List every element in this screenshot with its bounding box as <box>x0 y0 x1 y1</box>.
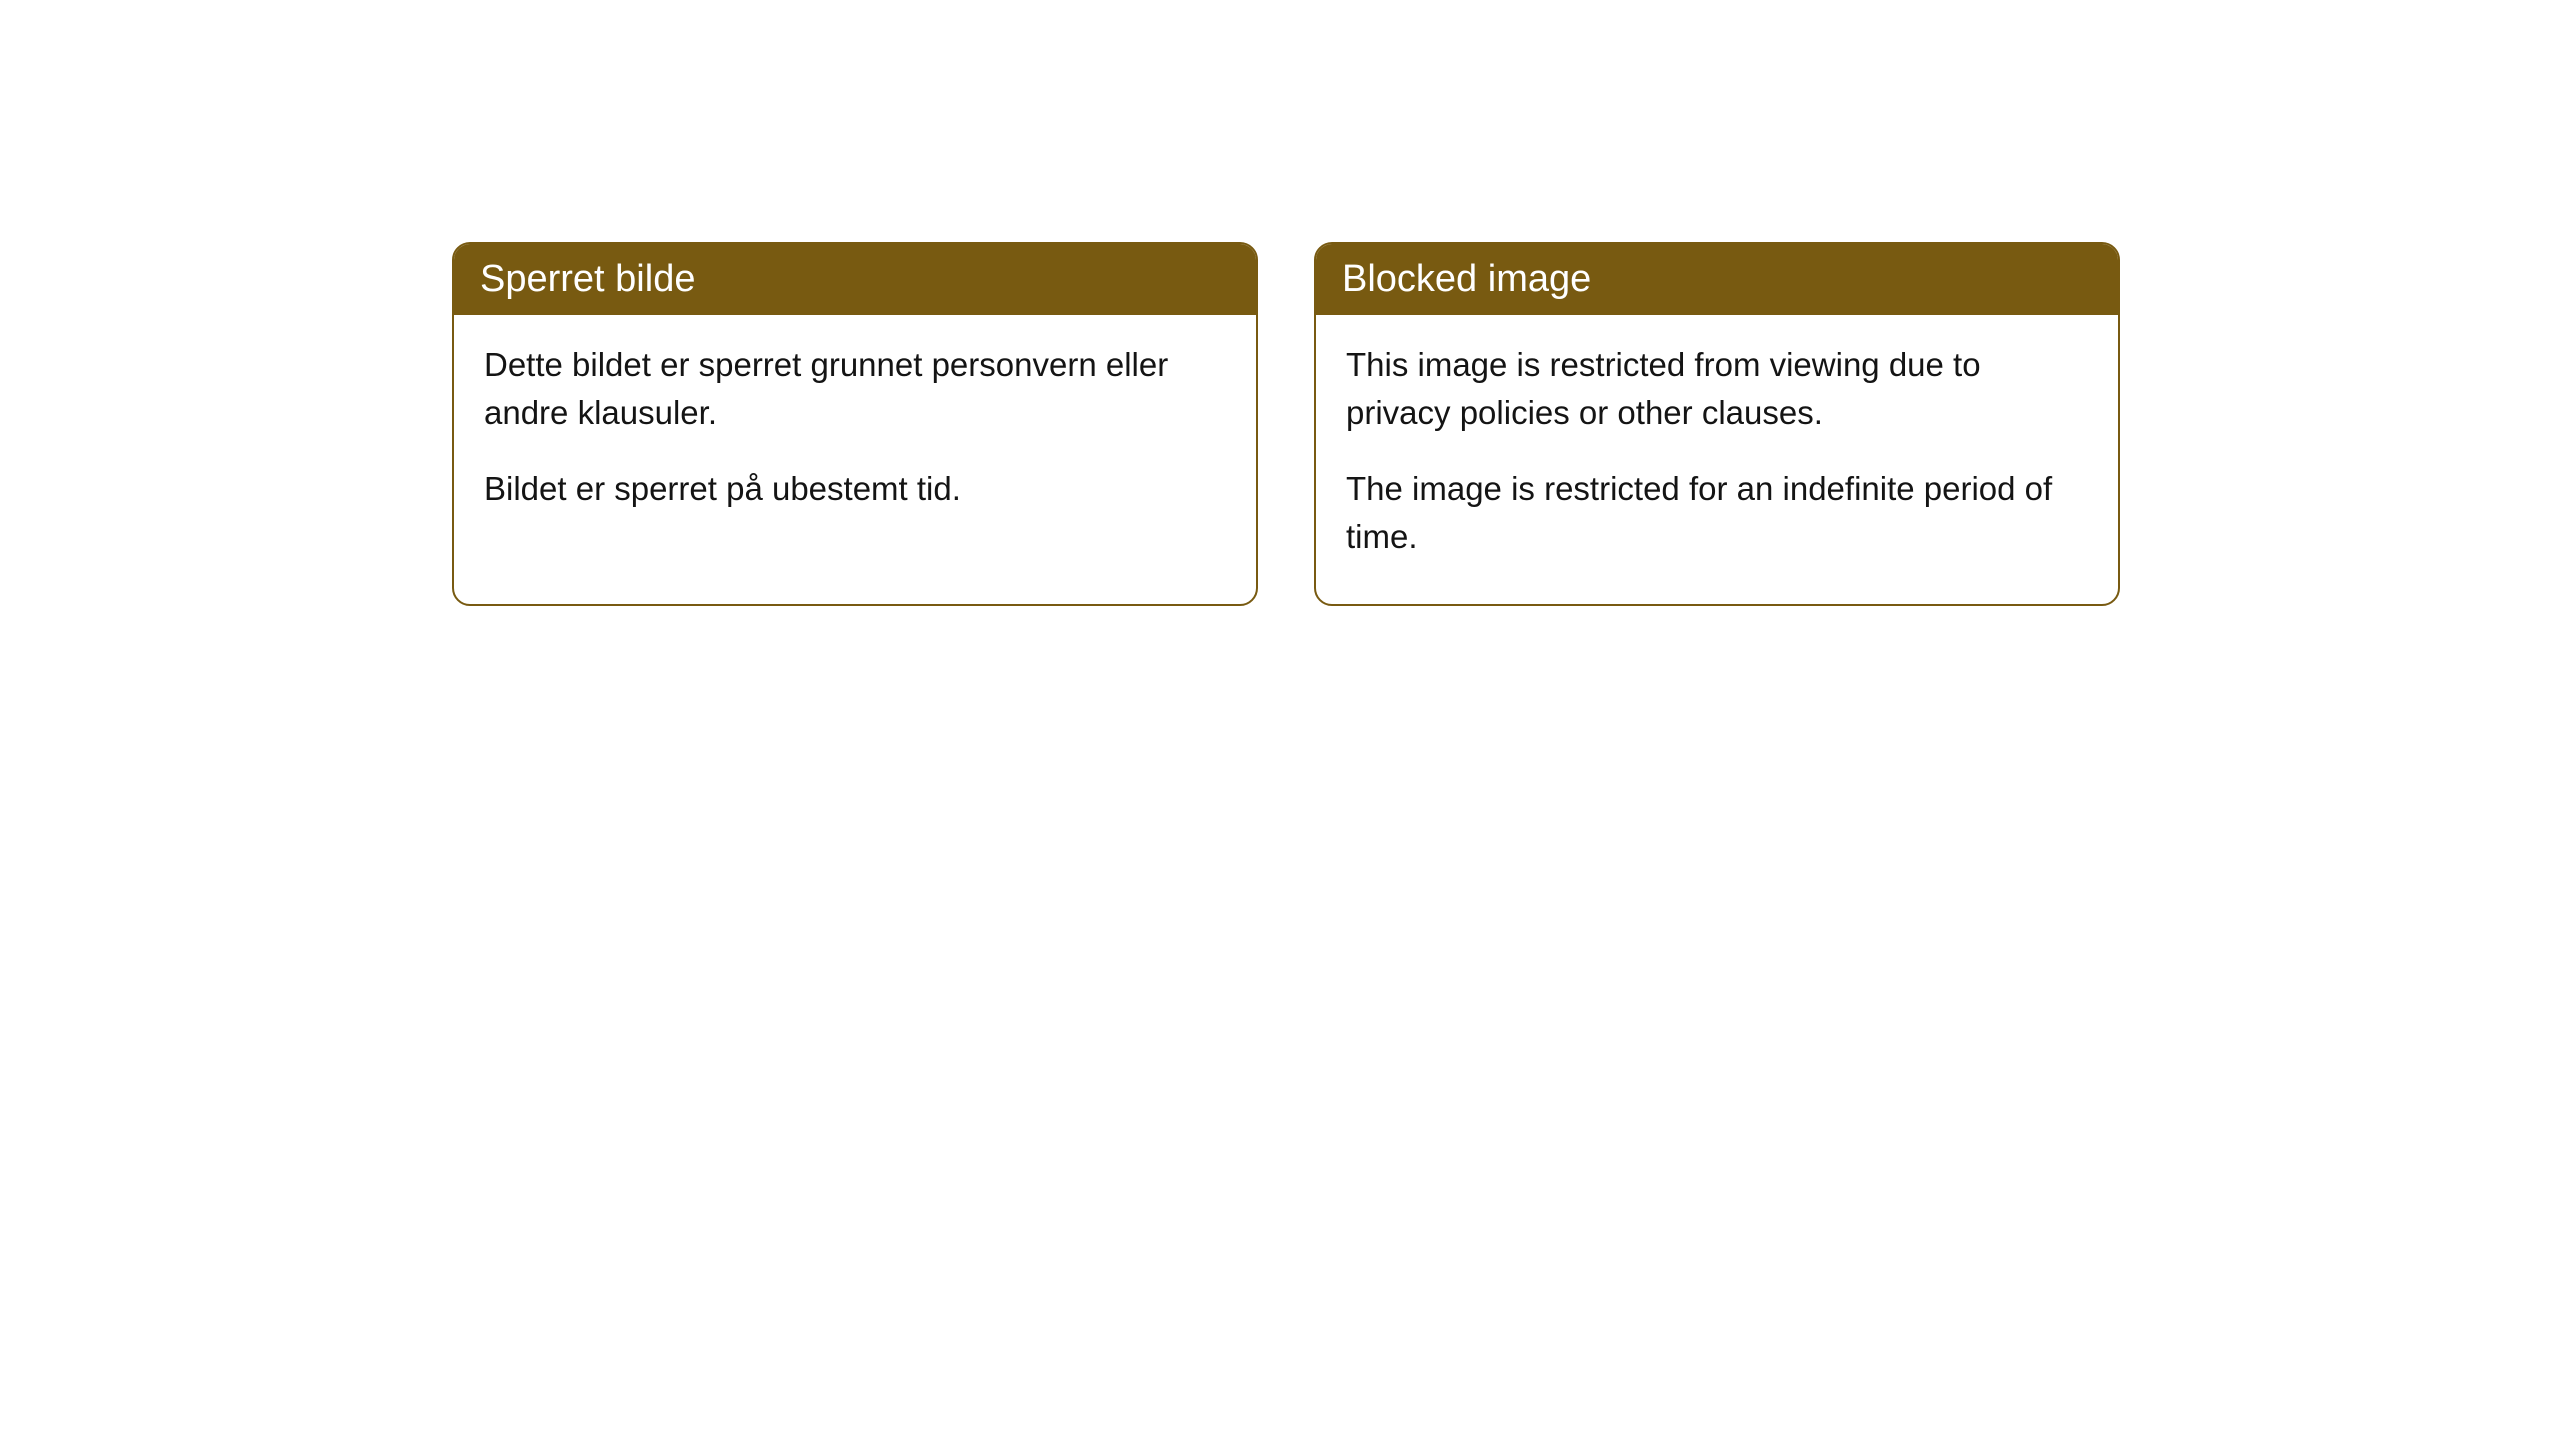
card-paragraph1-english: This image is restricted from viewing du… <box>1346 341 2088 437</box>
card-english: Blocked image This image is restricted f… <box>1314 242 2120 606</box>
card-paragraph2-english: The image is restricted for an indefinit… <box>1346 465 2088 561</box>
card-paragraph1-norwegian: Dette bildet er sperret grunnet personve… <box>484 341 1226 437</box>
card-header-english: Blocked image <box>1316 244 2118 315</box>
card-title-english: Blocked image <box>1342 258 1591 300</box>
card-body-norwegian: Dette bildet er sperret grunnet personve… <box>454 315 1256 557</box>
card-header-norwegian: Sperret bilde <box>454 244 1256 315</box>
card-norwegian: Sperret bilde Dette bildet er sperret gr… <box>452 242 1258 606</box>
card-title-norwegian: Sperret bilde <box>480 258 695 300</box>
card-body-english: This image is restricted from viewing du… <box>1316 315 2118 604</box>
cards-container: Sperret bilde Dette bildet er sperret gr… <box>452 242 2120 606</box>
card-paragraph2-norwegian: Bildet er sperret på ubestemt tid. <box>484 465 1226 513</box>
